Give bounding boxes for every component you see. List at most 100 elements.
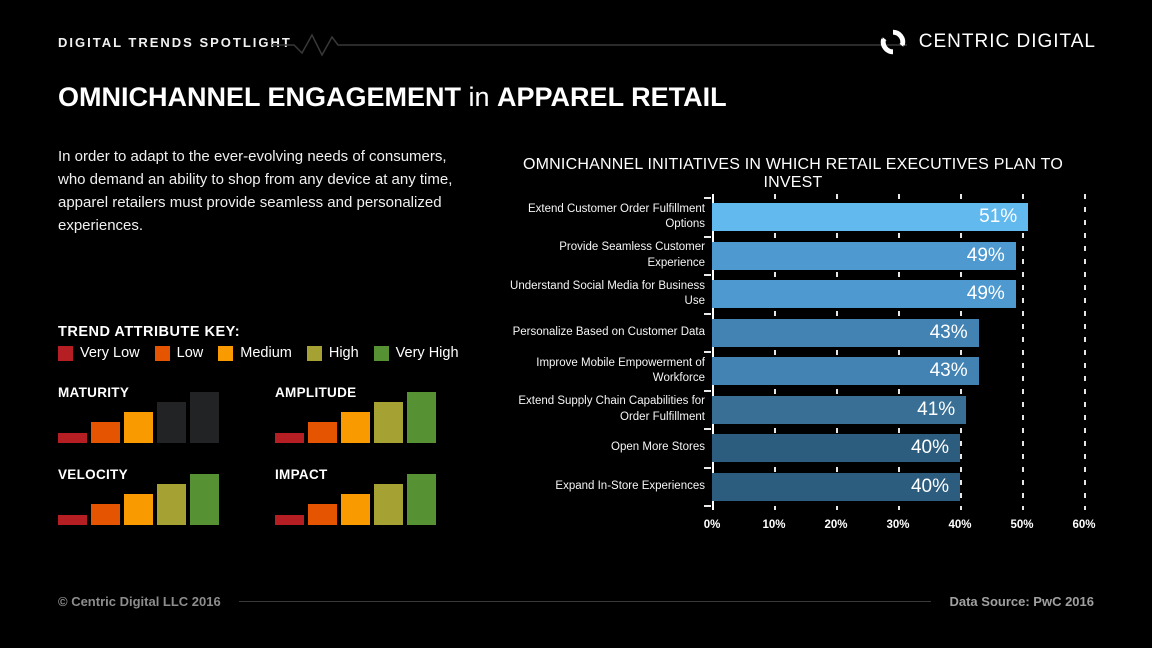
legend-item: Very Low: [58, 345, 140, 361]
trend-attribute-name: AMPLITUDE: [275, 385, 357, 400]
x-tick-label: 0%: [703, 519, 721, 531]
chart-row: Provide Seamless Customer Experience 49%: [500, 237, 1090, 276]
chart-bar: 40%: [712, 472, 960, 501]
chart-gridline: [898, 194, 900, 510]
legend-label: Low: [176, 345, 204, 361]
trend-attribute-velocity: VELOCITY: [58, 467, 238, 525]
chart-bar-value: 41%: [917, 398, 956, 420]
x-tick-label: 30%: [886, 519, 910, 531]
rating-bar: [308, 504, 337, 525]
axis-tick: [704, 235, 711, 238]
trend-key-legend: Very Low Low Medium High Very High: [58, 345, 459, 361]
chart-bar-value: 49%: [966, 283, 1005, 305]
legend-color-swatch: [218, 345, 234, 361]
centric-digital-logo-icon: [880, 29, 905, 55]
trend-attributes-grid: MATURITY AMPLITUDE VELOCITY IMPACT: [58, 385, 492, 525]
axis-tick: [704, 312, 711, 315]
trend-attribute-name: MATURITY: [58, 385, 130, 400]
trend-attribute-name: IMPACT: [275, 467, 328, 482]
chart-bar-value: 49%: [966, 244, 1005, 266]
chart-gridline: [1084, 194, 1086, 510]
chart-bar: 40%: [712, 434, 960, 463]
axis-tick: [704, 466, 711, 469]
page-title-part2: in: [461, 82, 498, 112]
chart-row: Open More Stores 40%: [500, 429, 1090, 468]
chart-bar-area: 49%: [712, 237, 1090, 276]
chart-bar-value: 43%: [929, 321, 968, 343]
chart-gridline: [774, 194, 776, 510]
rating-bar: [190, 392, 219, 443]
trend-attribute-maturity: MATURITY: [58, 385, 238, 443]
chart-category-label: Personalize Based on Customer Data: [512, 325, 705, 338]
trend-attribute-bars: [58, 392, 219, 443]
chart-bar: 49%: [712, 280, 1016, 309]
axis-tick: [704, 505, 711, 507]
chart-bar-area: 40%: [712, 429, 1090, 468]
eyebrow-title: DIGITAL TRENDS SPOTLIGHT: [58, 35, 292, 50]
axis-tick: [704, 351, 711, 353]
chart-xaxis: 0% 10% 20% 30% 40% 50% 60%: [704, 512, 1096, 540]
chart-category-label: Extend Customer Order Fulfillment Option…: [527, 202, 705, 231]
chart-gridline: [1022, 194, 1024, 510]
brand-name: CENTRIC DIGITAL: [918, 31, 1096, 52]
trend-key-title: TREND ATTRIBUTE KEY:: [58, 324, 241, 340]
trend-attribute-name: VELOCITY: [58, 467, 128, 482]
chart-gridline: [960, 194, 962, 510]
chart-gridline: [836, 194, 838, 510]
chart-row: Improve Mobile Empowerment of Workforce 4…: [500, 352, 1090, 391]
chart-row: Expand In-Store Experiences 40%: [500, 468, 1090, 507]
trend-attribute-bars: [275, 474, 436, 525]
chart-y-axis: [712, 194, 714, 510]
x-tick-label: 60%: [1072, 519, 1096, 531]
footer-divider-line: [238, 601, 932, 602]
rating-bar: [374, 402, 403, 443]
legend-color-swatch: [306, 345, 322, 361]
chart-row: Understand Social Media for Business Use…: [500, 275, 1090, 314]
legend-label: Medium: [240, 345, 292, 361]
rating-bar: [308, 422, 337, 443]
rating-bar: [407, 392, 436, 443]
chart-category-label: Extend Supply Chain Capabilities for Ord…: [518, 395, 705, 423]
legend-label: Very Low: [80, 345, 140, 361]
rating-bar: [157, 402, 186, 443]
legend-color-swatch: [58, 345, 73, 361]
chart-category-label: Expand In-Store Experiences: [555, 479, 705, 492]
chart-bar: 41%: [712, 395, 967, 424]
brand-lockup: CENTRIC DIGITAL: [878, 27, 1096, 57]
rating-bar: [124, 412, 153, 443]
footer-copyright: © Centric Digital LLC 2016: [58, 594, 221, 609]
chart-rows: Extend Customer Order Fulfillment Option…: [500, 198, 1090, 506]
rating-bar: [275, 515, 304, 525]
rating-bar: [58, 515, 87, 525]
page-title: OMNICHANNEL ENGAGEMENT in APPAREL RETAIL: [58, 82, 727, 113]
legend-item: Very High: [373, 345, 459, 361]
x-tick-label: 10%: [762, 519, 786, 531]
chart-bar: 43%: [712, 318, 979, 347]
x-tick-label: 40%: [948, 519, 972, 531]
axis-tick: [704, 389, 711, 392]
chart-category-label: Provide Seamless Customer Experience: [559, 241, 705, 269]
chart-bar-value: 51%: [979, 206, 1018, 228]
footer-data-source: Data Source: PwC 2016: [949, 594, 1094, 609]
trend-attribute-bars: [275, 392, 436, 443]
invest-bar-chart: Extend Customer Order Fulfillment Option…: [500, 194, 1096, 531]
x-tick-label: 50%: [1010, 519, 1034, 531]
rating-bar: [58, 433, 87, 443]
rating-bar: [190, 474, 219, 525]
chart-bar-area: 43%: [712, 352, 1090, 391]
rating-bar: [91, 422, 120, 443]
legend-label: Very High: [395, 345, 459, 361]
chart-row: Personalize Based on Customer Data 43%: [500, 314, 1090, 353]
chart-category-label: Open More Stores: [611, 441, 705, 454]
chart-bar: 51%: [712, 203, 1029, 232]
chart-bar-area: 40%: [712, 468, 1090, 507]
axis-tick: [704, 274, 711, 276]
rating-bar: [157, 484, 186, 525]
chart-grid: [704, 194, 1090, 510]
chart-bar-area: 51%: [712, 198, 1090, 237]
page-title-part1: OMNICHANNEL ENGAGEMENT: [58, 82, 462, 112]
chart-bar: 49%: [712, 241, 1016, 270]
chart-bar-value: 43%: [929, 360, 968, 382]
chart-bar-value: 40%: [910, 475, 949, 497]
